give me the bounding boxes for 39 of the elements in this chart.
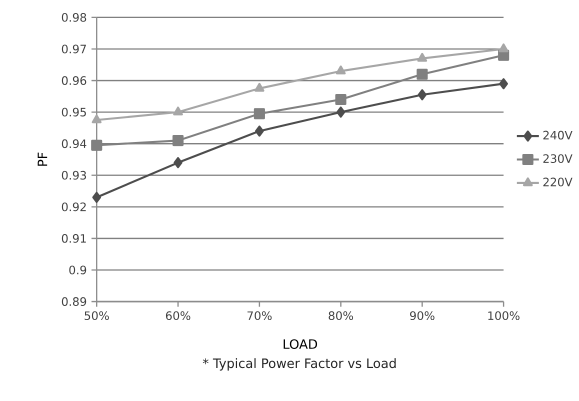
y-tick-label: 0.97 [62,44,86,54]
y-tick-label: 0.9 [69,266,86,274]
y-tick-label: 0.89 [62,297,86,306]
point [255,125,264,137]
x-tick-label: 70% [247,311,272,320]
legend-label: 230V [543,154,572,163]
text: * Typical Power Factor vs Load [202,358,396,371]
point [418,89,427,100]
y-tick-label: 0.94 [62,139,86,148]
point [173,106,183,116]
legend-label: 220V [543,178,572,186]
y-tick-label: 0.93 [62,170,86,180]
y-tick-label: 0.95 [62,108,86,116]
y-tick-label: 0.91 [62,234,86,243]
x-tick-label: 60% [166,311,190,320]
x-tick-label: 50% [84,311,109,320]
point [336,106,346,118]
x-tick-label: 90% [410,311,434,320]
y-tick-label: 0.96 [62,76,86,85]
point [174,157,182,168]
y-tick-label: 0.98 [62,12,86,22]
point [417,52,428,62]
y-axis-title: PF [38,152,48,166]
point [91,140,102,151]
point [254,82,264,92]
point [92,192,102,203]
point [172,134,184,146]
x-axis-title: LOAD [284,339,318,349]
legend-label: 240V [543,130,572,140]
point [92,114,102,124]
point [499,78,508,90]
point [335,94,346,105]
x-tick-label: 100% [488,311,520,320]
point [336,65,346,74]
point [416,68,428,80]
x-tick-label: 80% [328,311,354,320]
y-tick-label: 0.92 [62,202,86,212]
point [254,108,265,120]
point [498,43,509,52]
